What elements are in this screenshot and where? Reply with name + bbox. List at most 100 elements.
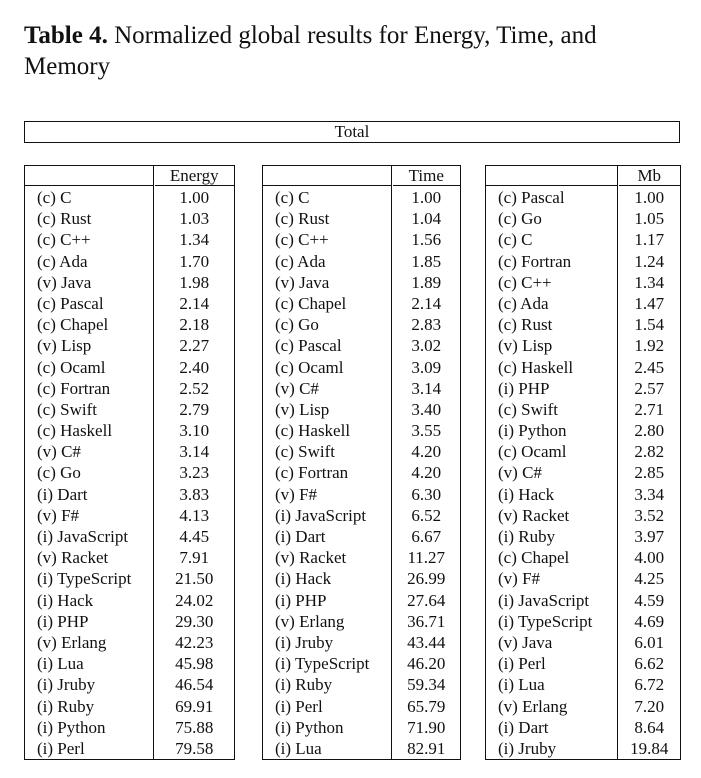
table-row: (c) Ada 1.70: [25, 251, 234, 272]
table-row: (i) JavaScript 4.59: [486, 590, 680, 611]
language-name: (i) Lua: [275, 738, 322, 758]
table-row: (c) Pascal 2.14: [25, 293, 234, 314]
normalized-value: 4.59: [634, 590, 665, 610]
language-name: (i) Hack: [37, 590, 94, 610]
normalized-value: 1.85: [411, 251, 442, 271]
language-name: (c) Haskell: [498, 357, 574, 377]
table-row: (v) F# 6.30: [263, 484, 460, 505]
memory-table: Mb (c) Pascal 1.00 (c) Go 1.05 (c) C 1.17 (c) F…: [485, 165, 681, 760]
language-name: (c) Fortran: [37, 378, 111, 398]
normalized-value: 2.52: [179, 378, 210, 398]
language-name: (i) TypeScript: [37, 569, 132, 589]
normalized-value: 3.34: [634, 484, 665, 504]
normalized-value: 3.52: [634, 505, 665, 525]
language-name: (c) C: [498, 230, 533, 250]
normalized-value: 4.45: [179, 527, 210, 546]
table-row: (c) Chapel 2.18: [25, 314, 234, 335]
normalized-value: 3.14: [179, 442, 210, 462]
normalized-value: 8.64: [634, 717, 665, 737]
language-name: (v) F#: [37, 505, 80, 525]
table-row: (c) Swift 2.71: [486, 399, 680, 420]
table-row: (i) PHP 27.64: [263, 590, 460, 611]
table-row: (i) Perl 79.58: [25, 738, 234, 759]
language-name: (v) C#: [37, 442, 81, 462]
table-row: (v) C# 2.85: [486, 462, 680, 483]
table-row: (i) Jruby 19.84: [486, 738, 680, 759]
language-name: (c) C: [275, 188, 310, 207]
language-name: (i) JavaScript: [37, 527, 129, 546]
normalized-value: 1.24: [634, 251, 665, 271]
language-name: (c) C++: [498, 272, 552, 292]
table-row: (i) JavaScript 6.52: [263, 505, 460, 526]
energy-table: Energy (c) C 1.00 (c) Rust 1.03 (c) C++ 1.34 (c…: [24, 165, 235, 760]
normalized-value: 2.14: [179, 293, 210, 313]
normalized-value: 7.20: [634, 696, 665, 716]
language-name: (c) Rust: [275, 209, 330, 229]
normalized-value: 4.20: [411, 442, 442, 462]
table-row: (i) Lua 82.91: [263, 738, 460, 759]
table-row: (c) Ada 1.47: [486, 293, 680, 314]
normalized-value: 3.02: [411, 336, 442, 356]
normalized-value: 42.23: [175, 632, 214, 652]
language-name: (c) C++: [275, 230, 329, 250]
table-row: (v) Lisp 2.27: [25, 335, 234, 356]
language-name: (v) Erlang: [498, 696, 568, 716]
table-row: (i) Dart 8.64: [486, 717, 680, 738]
normalized-value: 4.69: [634, 611, 665, 631]
normalized-value: 4.13: [179, 505, 210, 525]
normalized-value: 6.72: [634, 675, 665, 695]
language-name: (c) Go: [275, 315, 319, 335]
language-name: (i) Jruby: [37, 675, 96, 695]
language-name: (c) C: [37, 188, 72, 207]
language-name: (i) Jruby: [275, 632, 334, 652]
normalized-value: 3.97: [634, 527, 665, 546]
normalized-value: 2.40: [179, 357, 210, 377]
table-row: (c) Haskell 3.10: [25, 420, 234, 441]
table-row: (c) Go 3.23: [25, 462, 234, 483]
language-name: (v) Erlang: [37, 632, 107, 652]
language-name: (c) Chapel: [275, 293, 347, 313]
table-row: (c) Haskell 3.55: [263, 420, 460, 441]
table-row: (i) Jruby 46.54: [25, 674, 234, 695]
language-name: (i) Dart: [275, 527, 326, 546]
table-row: (c) Fortran 4.20: [263, 462, 460, 483]
language-name: (i) Perl: [275, 696, 323, 716]
language-name: (v) Java: [37, 272, 92, 292]
table-row: (i) Python 2.80: [486, 420, 680, 441]
table-row: (c) Go 1.05: [486, 208, 680, 229]
normalized-value: 6.67: [411, 527, 442, 546]
table-row: (c) Ocaml 3.09: [263, 357, 460, 378]
language-name: (c) Go: [37, 463, 81, 483]
caption-label: Table 4.: [24, 22, 108, 49]
table-row: (i) TypeScript 21.50: [25, 568, 234, 589]
normalized-value: 1.04: [411, 209, 442, 229]
table-row: (c) Chapel 2.14: [263, 293, 460, 314]
normalized-value: 3.55: [411, 421, 442, 441]
language-name: (i) Hack: [498, 484, 555, 504]
normalized-value: 21.50: [175, 569, 214, 589]
normalized-value: 3.23: [179, 463, 210, 483]
normalized-value: 1.03: [179, 209, 210, 229]
table-row: (i) Lua 45.98: [25, 653, 234, 674]
normalized-value: 24.02: [175, 590, 214, 610]
table-row: (v) C# 3.14: [25, 441, 234, 462]
table-row: (v) F# 4.13: [25, 505, 234, 526]
language-name: (c) Go: [498, 209, 542, 229]
language-name: (i) Jruby: [498, 738, 557, 758]
language-name: (c) Swift: [498, 399, 558, 419]
table-row: (v) Lisp 3.40: [263, 399, 460, 420]
language-name: (c) Ocaml: [275, 357, 344, 377]
language-name: (i) Perl: [498, 654, 546, 674]
normalized-value: 3.83: [179, 484, 210, 504]
language-name: (v) Java: [275, 272, 330, 292]
energy-header-blank: [25, 166, 154, 186]
normalized-value: 3.14: [411, 378, 442, 398]
normalized-value: 19.84: [630, 738, 669, 758]
language-name: (c) Rust: [498, 315, 553, 335]
normalized-value: 65.79: [407, 696, 446, 716]
language-name: (c) Fortran: [498, 251, 572, 271]
normalized-value: 2.82: [634, 442, 665, 462]
language-name: (c) Haskell: [275, 421, 351, 441]
normalized-value: 1.47: [634, 293, 665, 313]
table-row: (i) Dart 6.67: [263, 526, 460, 547]
